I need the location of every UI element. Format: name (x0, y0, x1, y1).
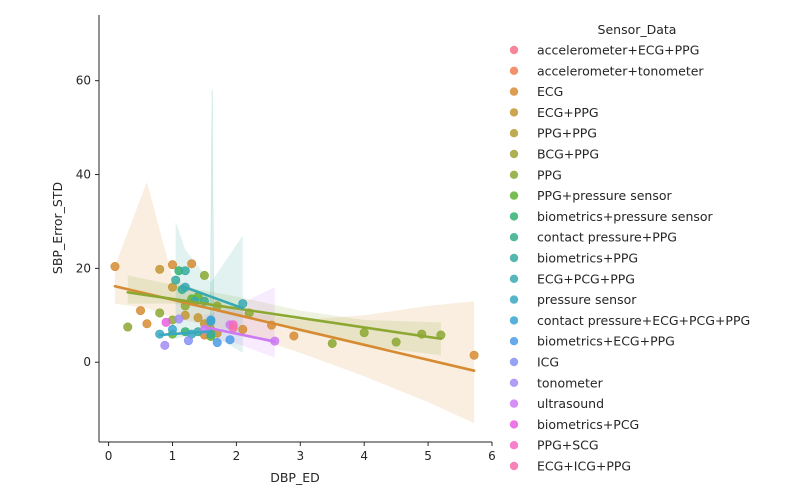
legend-label-ultrasound: ultrasound (537, 396, 604, 411)
legend-marker-biometrics-ppg (509, 253, 519, 263)
point-ecg-1 (136, 306, 146, 316)
legend-label-biometrics-ppg: biometrics+PPG (537, 251, 638, 266)
x-tick-label-1: 1 (169, 449, 177, 463)
point-ppg-4 (199, 270, 209, 280)
point-tonometer-1 (174, 314, 184, 324)
legend-label-biometrics-ecg-ppg: biometrics+ECG+PPG (537, 334, 675, 349)
legend-marker-ppg-pressure-sensor (509, 191, 519, 200)
point-ppg-1 (155, 308, 165, 318)
legend-marker-icg (509, 357, 519, 367)
point-ecg-9 (469, 350, 479, 360)
legend-label-contact-pressure-ecg-pcg-ppg: contact pressure+ECG+PCG+PPG (537, 313, 750, 328)
fit-pressure-sensor (158, 329, 213, 337)
point-contact-pressure-ecg-pcg-ppg-1 (206, 315, 216, 325)
legend-marker-contact-pressure-ecg-pcg-ppg (509, 316, 519, 325)
band-ultrasound (204, 287, 275, 358)
legend-label-ecg: ECG (537, 84, 563, 99)
legend-marker-contact-pressure-ppg (509, 233, 519, 242)
x-tick-label-0: 0 (105, 449, 113, 463)
legend-marker-biometrics-pressure-sensor (509, 212, 519, 221)
legend-marker-ppg (509, 170, 519, 179)
legend-label-ppg-ppg: PPG+PPG (537, 126, 597, 141)
point-ecg-4 (187, 259, 197, 269)
confidence-spike (209, 90, 215, 340)
x-tick-label-6: 6 (488, 449, 496, 463)
legend-label-tonometer: tonometer (537, 375, 604, 390)
point-biometrics-ecg-ppg-0 (212, 338, 222, 348)
point-biometrics-pcg-0 (161, 317, 171, 327)
legend-label-ppg-scg: PPG+SCG (537, 438, 599, 453)
legend-marker-accelerometer-tonometer (509, 66, 519, 76)
point-ecg-ppg-0 (155, 264, 165, 274)
legend-label-accelerometer-ecg-ppg: accelerometer+ECG+PPG (537, 43, 699, 58)
point-ppg-7 (327, 338, 337, 348)
axes (95, 15, 493, 446)
legend-marker-ultrasound (509, 399, 519, 408)
point-biometrics-ppg-0 (171, 275, 181, 285)
x-tick-label-3: 3 (296, 449, 304, 463)
legend-label-ppg: PPG (537, 167, 562, 182)
point-biometrics-ecg-ppg-1 (225, 335, 235, 345)
band-ecg (114, 182, 475, 424)
legend-marker-pressure-sensor (509, 295, 519, 304)
legend-label-ecg-pcg-ppg: ECG+PCG+PPG (537, 271, 635, 286)
point-ecg-2 (142, 319, 152, 329)
point-ecg-3 (167, 260, 177, 270)
legend: Sensor_Data accelerometer+ECG+PPG acceler… (509, 22, 750, 474)
legend-marker-ecg-ppg (509, 108, 519, 117)
x-tick-label-5: 5 (424, 449, 432, 463)
spike-band (209, 90, 215, 340)
legend-label-pressure-sensor: pressure sensor (537, 292, 637, 307)
point-ecg-6 (238, 324, 248, 334)
x-tick-label-4: 4 (360, 449, 368, 463)
legend-marker-tonometer (509, 378, 519, 387)
x-axis-label: DBP_ED (270, 470, 320, 485)
y-axis-label: SBP_Error_STD (50, 182, 65, 274)
legend-marker-ecg-icg-ppg (509, 461, 519, 471)
legend-marker-ecg (509, 87, 519, 96)
y-tick-label-0: 0 (83, 355, 91, 369)
point-biometrics-ppg-1 (180, 266, 190, 276)
fit-ecg-pcg-ppg (180, 284, 245, 310)
x-tick-label-2: 2 (233, 449, 241, 463)
point-ppg-0 (123, 322, 133, 332)
legend-label-contact-pressure-ppg: contact pressure+PPG (537, 230, 677, 245)
legend-title: Sensor_Data (598, 22, 677, 37)
legend-label-accelerometer-tonometer: accelerometer+tonometer (537, 63, 704, 78)
legend-label-biometrics-pcg: biometrics+PCG (537, 417, 639, 432)
legend-marker-ppg-ppg (509, 129, 519, 138)
legend-label-ppg-pressure-sensor: PPG+pressure sensor (537, 188, 672, 203)
point-ppg-9 (391, 337, 401, 347)
legend-label-biometrics-pressure-sensor: biometrics+pressure sensor (537, 209, 714, 224)
point-ecg-ppg-3 (193, 313, 203, 323)
fit-ppg (126, 291, 443, 341)
y-tick-label-20: 20 (76, 261, 91, 275)
point-ppg-8 (359, 328, 369, 338)
point-ecg-8 (289, 331, 299, 341)
y-tick-label-40: 40 (76, 168, 91, 182)
legend-marker-ecg-pcg-ppg (509, 274, 519, 283)
regression-lines (113, 284, 476, 372)
legend-marker-ppg-scg (509, 441, 519, 450)
legend-marker-accelerometer-ecg-ppg (509, 45, 519, 55)
legend-label-icg: ICG (537, 355, 559, 370)
fit-ultrasound (203, 325, 277, 343)
legend-label-bcg-ppg: BCG+PPG (537, 147, 599, 162)
legend-marker-bcg-ppg (509, 149, 519, 159)
point-ecg-0 (110, 262, 120, 272)
legend-marker-biometrics-ecg-ppg (509, 337, 519, 346)
confidence-bands (114, 182, 475, 424)
y-tick-label-60: 60 (76, 74, 91, 88)
band-biometrics-ppg (175, 221, 243, 353)
point-tonometer-0 (160, 340, 170, 350)
legend-marker-biometrics-pcg (509, 420, 519, 429)
legend-label-ecg-icg-ppg: ECG+ICG+PPG (537, 459, 631, 474)
legend-label-ecg-ppg: ECG+PPG (537, 105, 599, 120)
point-ecg-icg-ppg-0 (228, 323, 238, 333)
point-icg-0 (183, 336, 193, 346)
point-contact-pressure-ecg-pcg-ppg-0 (167, 324, 177, 334)
